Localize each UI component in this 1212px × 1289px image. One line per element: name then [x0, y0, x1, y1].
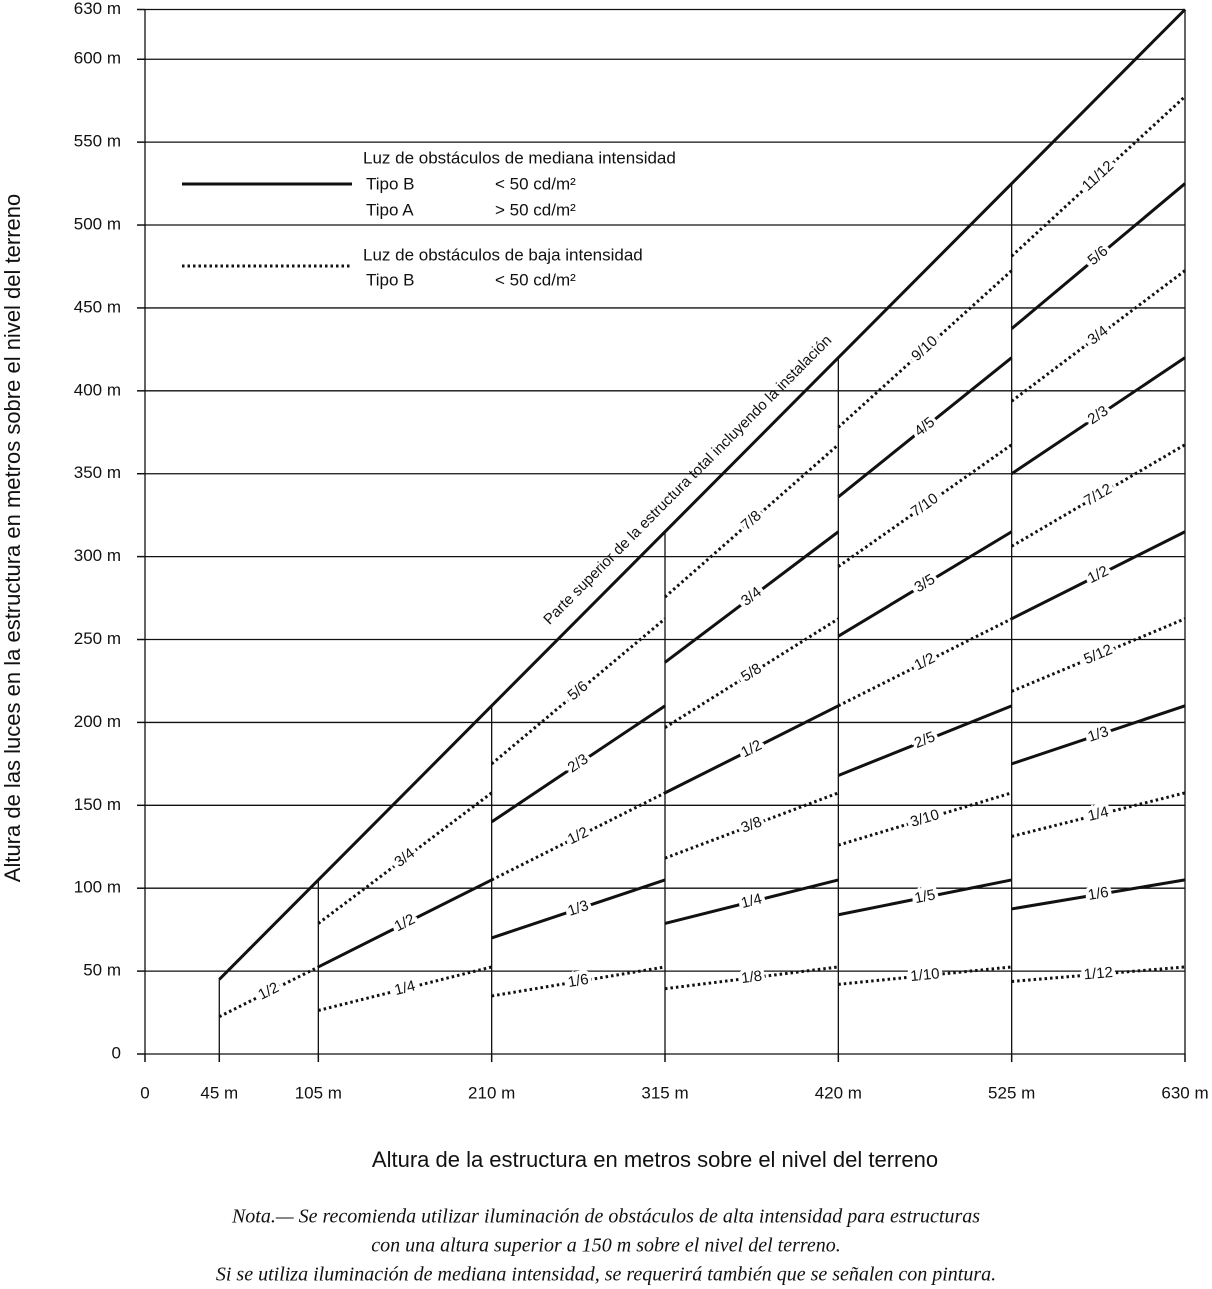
series-label: 3/5	[911, 571, 938, 596]
x-tick-label: 420 m	[815, 1083, 862, 1102]
series-line	[1011, 965, 1186, 983]
series-line	[490, 704, 666, 824]
series-line	[838, 965, 1012, 986]
y-tick-label: 50 m	[83, 961, 121, 980]
series-line	[837, 791, 1013, 847]
series-line	[837, 443, 1013, 568]
series-label: 1/3	[566, 897, 591, 920]
series-line	[837, 530, 1013, 638]
series-label: 1/10	[910, 965, 941, 985]
x-tick-label: 315 m	[641, 1083, 688, 1102]
series-label: 1/2	[1085, 563, 1111, 588]
series-line	[1010, 95, 1187, 258]
series-label: 1/5	[913, 886, 937, 907]
series-line	[1010, 530, 1186, 621]
series-label: 3/8	[739, 813, 765, 836]
series-line	[664, 791, 839, 860]
series-line	[218, 965, 320, 1019]
y-tick-label: 0	[112, 1043, 121, 1062]
series-label: 5/12	[1081, 641, 1115, 668]
series-line	[317, 965, 493, 1012]
series-line	[218, 8, 1187, 981]
series-label: 2/3	[565, 751, 592, 777]
y-tick-label: 450 m	[74, 297, 121, 316]
legend-condition: > 50 cd/m²	[495, 200, 576, 219]
x-tick-label: 630 m	[1161, 1083, 1208, 1102]
y-tick-label: 500 m	[74, 215, 121, 234]
series-line	[664, 617, 840, 729]
series-label: 1/4	[739, 890, 763, 912]
series-line	[317, 878, 493, 969]
y-tick-label: 200 m	[74, 712, 121, 731]
y-axis-label: Altura de las luces en la estructura en …	[0, 194, 25, 882]
series-line	[1011, 791, 1186, 838]
series-label: Parte superior de la estructura total in…	[540, 332, 835, 628]
series-line	[837, 617, 1013, 708]
legend-label: Tipo B	[366, 270, 415, 289]
legend-condition: < 50 cd/m²	[495, 174, 576, 193]
series-label: 1/2	[738, 737, 764, 762]
legend-label: Tipo A	[366, 200, 414, 219]
series-line	[837, 704, 1013, 777]
y-tick-label: 600 m	[74, 49, 121, 68]
series-label: 1/4	[393, 977, 417, 999]
x-tick-label: 210 m	[468, 1083, 515, 1102]
x-tick-label: 105 m	[295, 1083, 342, 1102]
legend-label: Tipo B	[366, 174, 415, 193]
series-label: 2/5	[912, 728, 938, 752]
y-tick-label: 100 m	[74, 878, 121, 897]
series-line	[664, 878, 839, 925]
series-line	[838, 878, 1012, 917]
y-tick-label: 630 m	[74, 0, 121, 18]
series-line	[664, 704, 840, 795]
series-label: 1/2	[255, 979, 281, 1004]
series-line	[1011, 878, 1186, 911]
series-label: 1/12	[1083, 964, 1114, 983]
series-label: 2/3	[1085, 402, 1112, 428]
series-line	[490, 617, 666, 766]
y-tick-label: 550 m	[74, 132, 121, 151]
y-tick-label: 250 m	[74, 629, 121, 648]
x-tick-label: 525 m	[988, 1083, 1035, 1102]
series-label: 7/12	[1081, 480, 1115, 509]
series-label: 3/10	[908, 806, 941, 831]
series-line	[664, 530, 840, 664]
legend-title: Luz de obstáculos de baja intensidad	[363, 245, 643, 264]
series-line	[664, 965, 839, 991]
series-label: 1/8	[740, 968, 763, 987]
series-line	[1011, 617, 1186, 693]
series-label: 11/12	[1079, 157, 1117, 194]
note-line: Si se utiliza iluminación de mediana int…	[216, 1264, 996, 1286]
series-label: 5/8	[738, 660, 765, 685]
y-tick-label: 400 m	[74, 380, 121, 399]
series-label: 1/6	[567, 971, 590, 991]
series-label: 1/4	[1086, 803, 1110, 825]
legend-title: Luz de obstáculos de mediana intensidad	[363, 148, 676, 167]
series-label: 1/2	[392, 911, 418, 936]
series-line	[1011, 704, 1186, 766]
series-line	[837, 269, 1013, 429]
y-tick-label: 350 m	[74, 463, 121, 482]
x-tick-label: 45 m	[200, 1083, 238, 1102]
x-axis-label: Altura de la estructura en metros sobre …	[372, 1147, 938, 1172]
series-line	[491, 965, 666, 998]
y-tick-label: 150 m	[74, 795, 121, 814]
series-label: 1/6	[1087, 884, 1110, 904]
y-tick-label: 300 m	[74, 546, 121, 565]
series-line	[1010, 182, 1186, 330]
note-line: Nota.— Se recomienda utilizar iluminació…	[231, 1206, 980, 1228]
series-line	[490, 791, 666, 882]
legend-condition: < 50 cd/m²	[495, 270, 576, 289]
series-label: 1/2	[565, 824, 591, 849]
series-label: 1/3	[1086, 723, 1111, 746]
series-line	[1010, 443, 1186, 548]
series-line	[491, 878, 666, 940]
series-line	[837, 356, 1013, 499]
note-line: con una altura superior a 150 m sobre el…	[371, 1235, 841, 1257]
x-tick-label: 0	[140, 1083, 149, 1102]
series-line	[1010, 356, 1186, 475]
series-label: 1/2	[912, 650, 938, 675]
